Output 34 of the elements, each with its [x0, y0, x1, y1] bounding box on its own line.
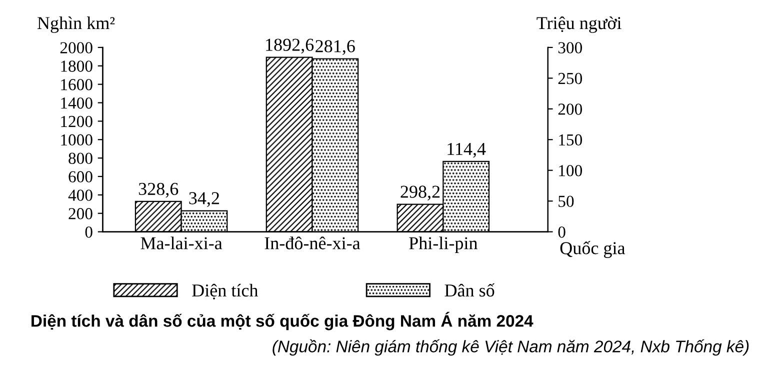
- data-label: 1892,6: [266, 38, 314, 54]
- data-label: 298,2: [400, 186, 440, 200]
- y2-tick-label: 150: [559, 134, 582, 146]
- y-axis-title: Nghìn km²: [37, 16, 115, 33]
- data-label: 114,4: [448, 142, 486, 158]
- y2-tick-label: 300: [558, 42, 582, 54]
- x-tick-label: Phi-li-pin: [409, 236, 478, 254]
- y-tick-label: 2000: [60, 42, 92, 54]
- data-label: 34,2: [189, 192, 220, 207]
- y2-tick-label: 250: [558, 72, 582, 84]
- y2-tick-label: 50: [558, 196, 574, 207]
- x-tick-label: Ma-lai-xi-a: [140, 236, 222, 250]
- y2-tick-label: 100: [559, 165, 582, 176]
- y-tick-label: 1800: [61, 60, 92, 72]
- y-tick-label: 200: [68, 208, 92, 220]
- text: Diện tích và dân số của một số quốc gia Đông Nam Á năm 2024: [32, 312, 534, 330]
- y-tick-label: 600: [68, 171, 92, 182]
- data-label: 281,6: [316, 40, 355, 55]
- text: (Nguồn: Niên giám thống kê Việt Nam năm 2024, Nxb Thống kê): [272, 339, 749, 356]
- y2-axis-title: Triệu người: [536, 16, 622, 33]
- legend-label: Dân số: [444, 283, 495, 297]
- y-tick-label: 1000: [61, 134, 92, 146]
- x-axis-title: Quốc gia: [560, 240, 626, 258]
- y-tick-label: 1400: [61, 97, 92, 109]
- x-tick-label: In-đô-nê-xi-a: [264, 236, 360, 250]
- y-tick-label: 1600: [61, 79, 92, 90]
- legend-label: Diện tích: [192, 284, 258, 300]
- data-label: 328,6: [138, 182, 178, 198]
- y-tick-label: 1200: [61, 116, 92, 128]
- y-tick-label: 800: [68, 152, 92, 164]
- y-tick-label: 0: [85, 226, 92, 238]
- y2-tick-label: 200: [558, 104, 582, 115]
- y2-tick-label: 0: [558, 226, 566, 238]
- y-tick-label: 400: [68, 190, 92, 201]
